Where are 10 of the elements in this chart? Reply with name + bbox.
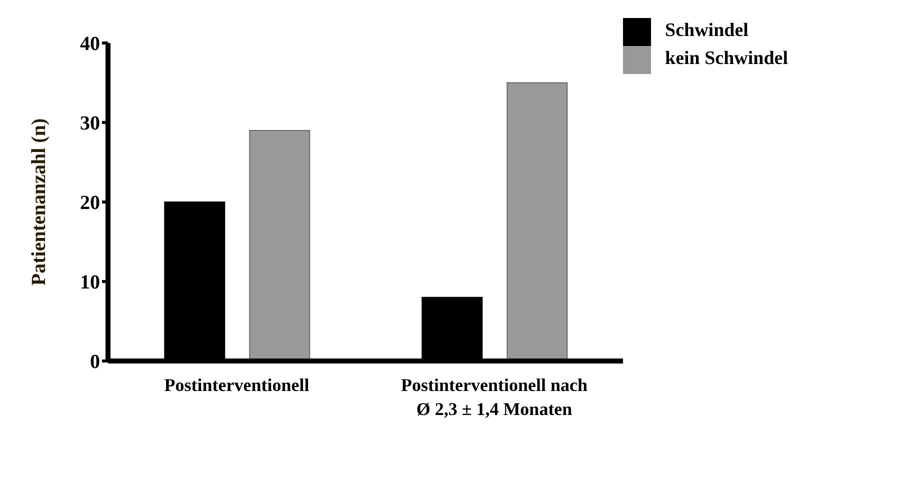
legend-label: Schwindel <box>665 20 748 42</box>
y-tick-label: 30 <box>80 112 100 135</box>
y-tick-label: 40 <box>80 33 100 56</box>
y-tick-label: 0 <box>90 351 100 374</box>
y-tick-label: 10 <box>80 272 100 294</box>
y-axis-title: Patientenanzahl (n) <box>28 118 50 286</box>
legend-label: kein Schwindel <box>665 48 788 70</box>
y-tick-label: 20 <box>80 192 100 214</box>
x-tick-label: Postinterventionell <box>164 375 310 395</box>
x-tick-label: Postinterventionell nach Ø 2,3 ± 1,4 Monaten <box>401 375 588 419</box>
